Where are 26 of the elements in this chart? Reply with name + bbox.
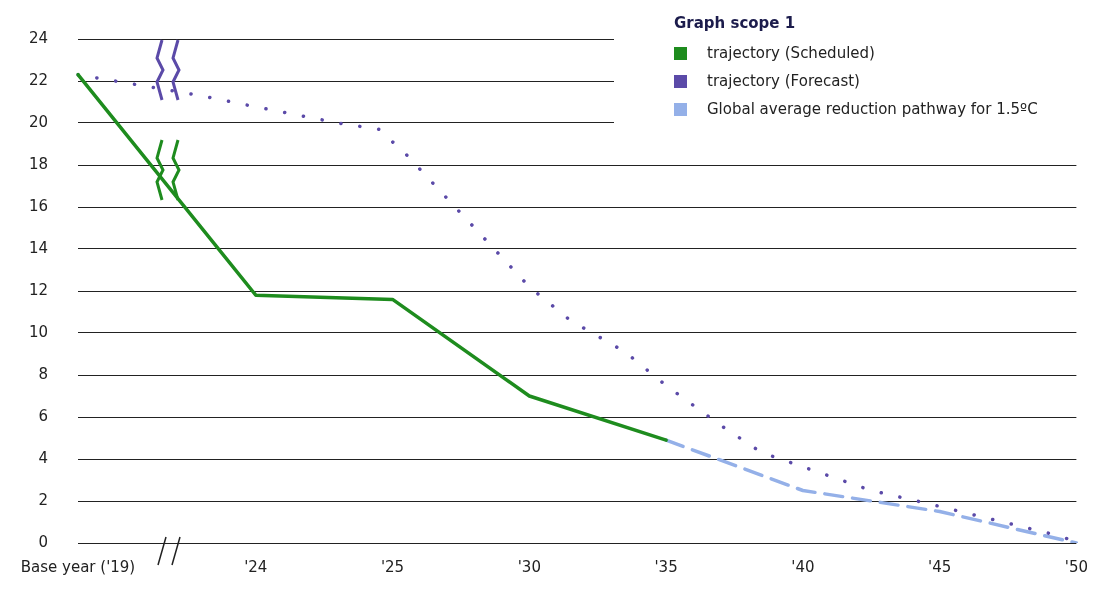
line-series — [664, 438, 1079, 543]
x-tick-label: '40 — [791, 557, 815, 576]
y-tick-label: 12 — [28, 280, 48, 299]
y-tick-label: 10 — [28, 322, 48, 341]
y-tick-label: 22 — [28, 70, 48, 89]
x-tick-label: '30 — [517, 557, 541, 576]
legend-label: Global average reduction pathway for 1.5ºC — [707, 100, 1038, 118]
y-tick-label: 16 — [28, 196, 48, 215]
x-tick-label: '50 — [1064, 557, 1088, 576]
legend-label: trajectory (Forecast) — [707, 72, 860, 90]
y-tick-label: 6 — [38, 406, 48, 425]
y-tick-label: 18 — [28, 154, 48, 173]
x-tick-label: Base year ('19) — [20, 557, 136, 576]
legend-label: trajectory (Scheduled) — [707, 44, 875, 62]
y-tick-label: 2 — [38, 490, 48, 509]
y-tick-label: 4 — [38, 448, 48, 467]
y-tick-label: 8 — [38, 364, 48, 383]
x-tick-label: '45 — [928, 557, 952, 576]
y-tick-label: 20 — [28, 112, 48, 131]
x-tick-label: '24 — [244, 557, 268, 576]
y-tick-label: 0 — [38, 532, 48, 551]
legend-title: Graph scope 1 — [674, 14, 797, 32]
x-tick-label: '35 — [654, 557, 678, 576]
y-tick-label: 14 — [28, 238, 48, 257]
y-tick-label: 24 — [28, 28, 48, 47]
x-tick-label: '25 — [380, 557, 405, 576]
